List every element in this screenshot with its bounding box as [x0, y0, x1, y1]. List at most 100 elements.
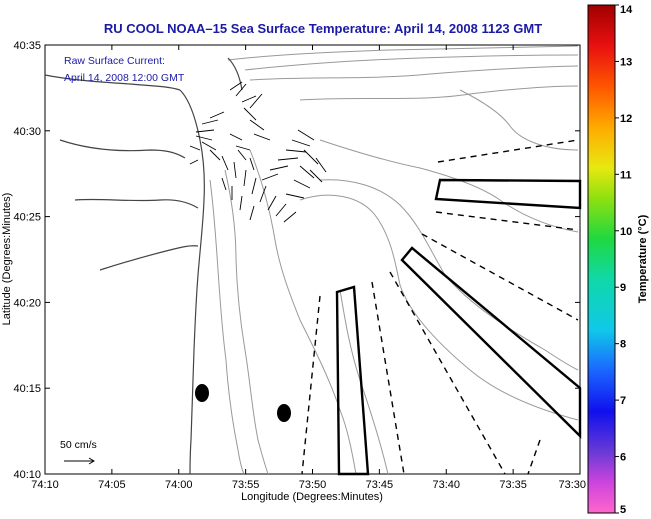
annotation-line-1: Raw Surface Current:	[64, 55, 165, 67]
current-vector	[285, 193, 305, 199]
coastline-main	[179, 89, 205, 475]
site-markers	[195, 384, 291, 422]
contour-line	[224, 169, 269, 475]
survey-box-lower	[335, 285, 370, 476]
x-tick-label: 74:05	[98, 479, 126, 491]
current-vector	[239, 195, 243, 211]
colorbar-tick-label: 6	[620, 452, 626, 464]
radial-survey-lines	[301, 139, 579, 475]
survey-box-upper	[434, 178, 582, 210]
colorbar-tick-label: 5	[620, 504, 626, 516]
current-vector	[229, 81, 243, 91]
y-tick-label: 40:10	[13, 469, 41, 481]
current-vector	[259, 185, 267, 203]
colorbar-tick-label: 11	[620, 169, 632, 181]
x-tick-label: 73:35	[499, 479, 527, 491]
contour-line	[249, 149, 357, 475]
current-vector	[235, 145, 251, 151]
current-vector	[303, 149, 319, 165]
current-vector	[241, 95, 257, 103]
x-tick-label: 73:50	[299, 479, 327, 491]
current-vector	[229, 133, 243, 141]
contour-line	[459, 89, 579, 151]
site-marker	[277, 404, 291, 422]
radial-line	[437, 139, 579, 163]
current-vector	[243, 107, 257, 121]
current-vector	[235, 83, 247, 97]
colorbar-tick-label: 7	[620, 395, 626, 407]
current-vector	[221, 155, 229, 171]
colorbar-tick-label: 13	[620, 56, 632, 68]
scale-arrow	[64, 457, 95, 465]
current-vector	[209, 111, 225, 119]
coastline-inlet	[44, 74, 181, 91]
colorbar-ticks: 5 6 7 8 9 10 11 12 13 14	[615, 4, 633, 516]
current-vector	[195, 135, 213, 141]
surface-current-vectors	[189, 81, 327, 223]
coastline-river	[99, 245, 199, 271]
current-vector	[189, 145, 201, 151]
current-vector	[251, 177, 257, 195]
x-tick-label: 73:55	[232, 479, 260, 491]
current-vector	[249, 119, 265, 131]
colorbar-tick-label: 14	[620, 4, 633, 16]
current-vector	[195, 129, 215, 133]
current-vector	[291, 139, 311, 147]
current-vector	[221, 177, 227, 191]
contour-line	[249, 65, 579, 81]
x-axis: 74:10 74:05 74:00 73:55 73:50 73:45 73:40 73:35…	[31, 45, 586, 491]
y-axis: 40:10 40:15 40:20 40:25 40:30 40:35	[13, 40, 580, 481]
scale-label: 50 cm/s	[60, 439, 97, 451]
y-tick-label: 40:35	[13, 40, 41, 52]
current-vector	[249, 205, 255, 221]
x-tick-label: 73:40	[432, 479, 460, 491]
map-frame	[44, 44, 581, 475]
y-tick-label: 40:15	[13, 383, 41, 395]
radial-line	[421, 233, 579, 321]
coastline-river	[74, 198, 199, 209]
current-vector	[309, 169, 323, 183]
current-vector	[275, 203, 287, 217]
y-axis-label: Latitude (Degrees:Minutes)	[1, 193, 13, 326]
current-vector	[201, 119, 219, 125]
current-vector	[297, 129, 315, 141]
map-panel: Raw Surface Current: April 14, 2008 12:0…	[44, 44, 582, 476]
current-vector	[249, 93, 263, 109]
current-vector	[267, 195, 277, 211]
x-tick-label: 73:45	[366, 479, 394, 491]
x-tick-label: 74:10	[31, 479, 59, 491]
current-vector	[249, 157, 255, 171]
chart-title: RU COOL NOAA–15 Sea Surface Temperature:…	[104, 21, 542, 36]
current-vector	[233, 161, 237, 179]
current-vector	[189, 159, 199, 165]
y-tick-label: 40:20	[13, 297, 41, 309]
x-tick-label: 74:00	[165, 479, 193, 491]
y-tick-label: 40:30	[13, 126, 41, 138]
colorbar-ramp	[587, 4, 616, 514]
colorbar-label: Temperature (°C)	[637, 214, 649, 303]
contour-line	[299, 194, 579, 421]
current-vector	[299, 165, 315, 179]
contour-line	[227, 45, 579, 61]
y-tick-label: 40:25	[13, 212, 41, 224]
current-vector	[243, 169, 247, 187]
current-vector	[293, 179, 311, 189]
current-vector	[201, 141, 217, 151]
radial-line	[389, 271, 506, 475]
current-vector	[261, 173, 279, 181]
contour-line	[244, 54, 579, 71]
colorbar-tick-label: 8	[620, 339, 626, 351]
colorbar-tick-label: 10	[620, 226, 632, 238]
colorbar-tick-label: 12	[620, 113, 632, 125]
current-vector	[285, 149, 307, 153]
contour-line	[299, 85, 579, 101]
coastline-hook	[227, 57, 243, 91]
coastline-river	[59, 139, 186, 159]
current-vector	[315, 157, 327, 173]
annotation-line-2: April 14, 2008 12:00 GMT	[64, 72, 185, 84]
current-vector	[269, 165, 289, 171]
colorbar-tick-label: 9	[620, 282, 626, 294]
site-marker	[195, 384, 209, 402]
contour-line	[209, 179, 245, 475]
